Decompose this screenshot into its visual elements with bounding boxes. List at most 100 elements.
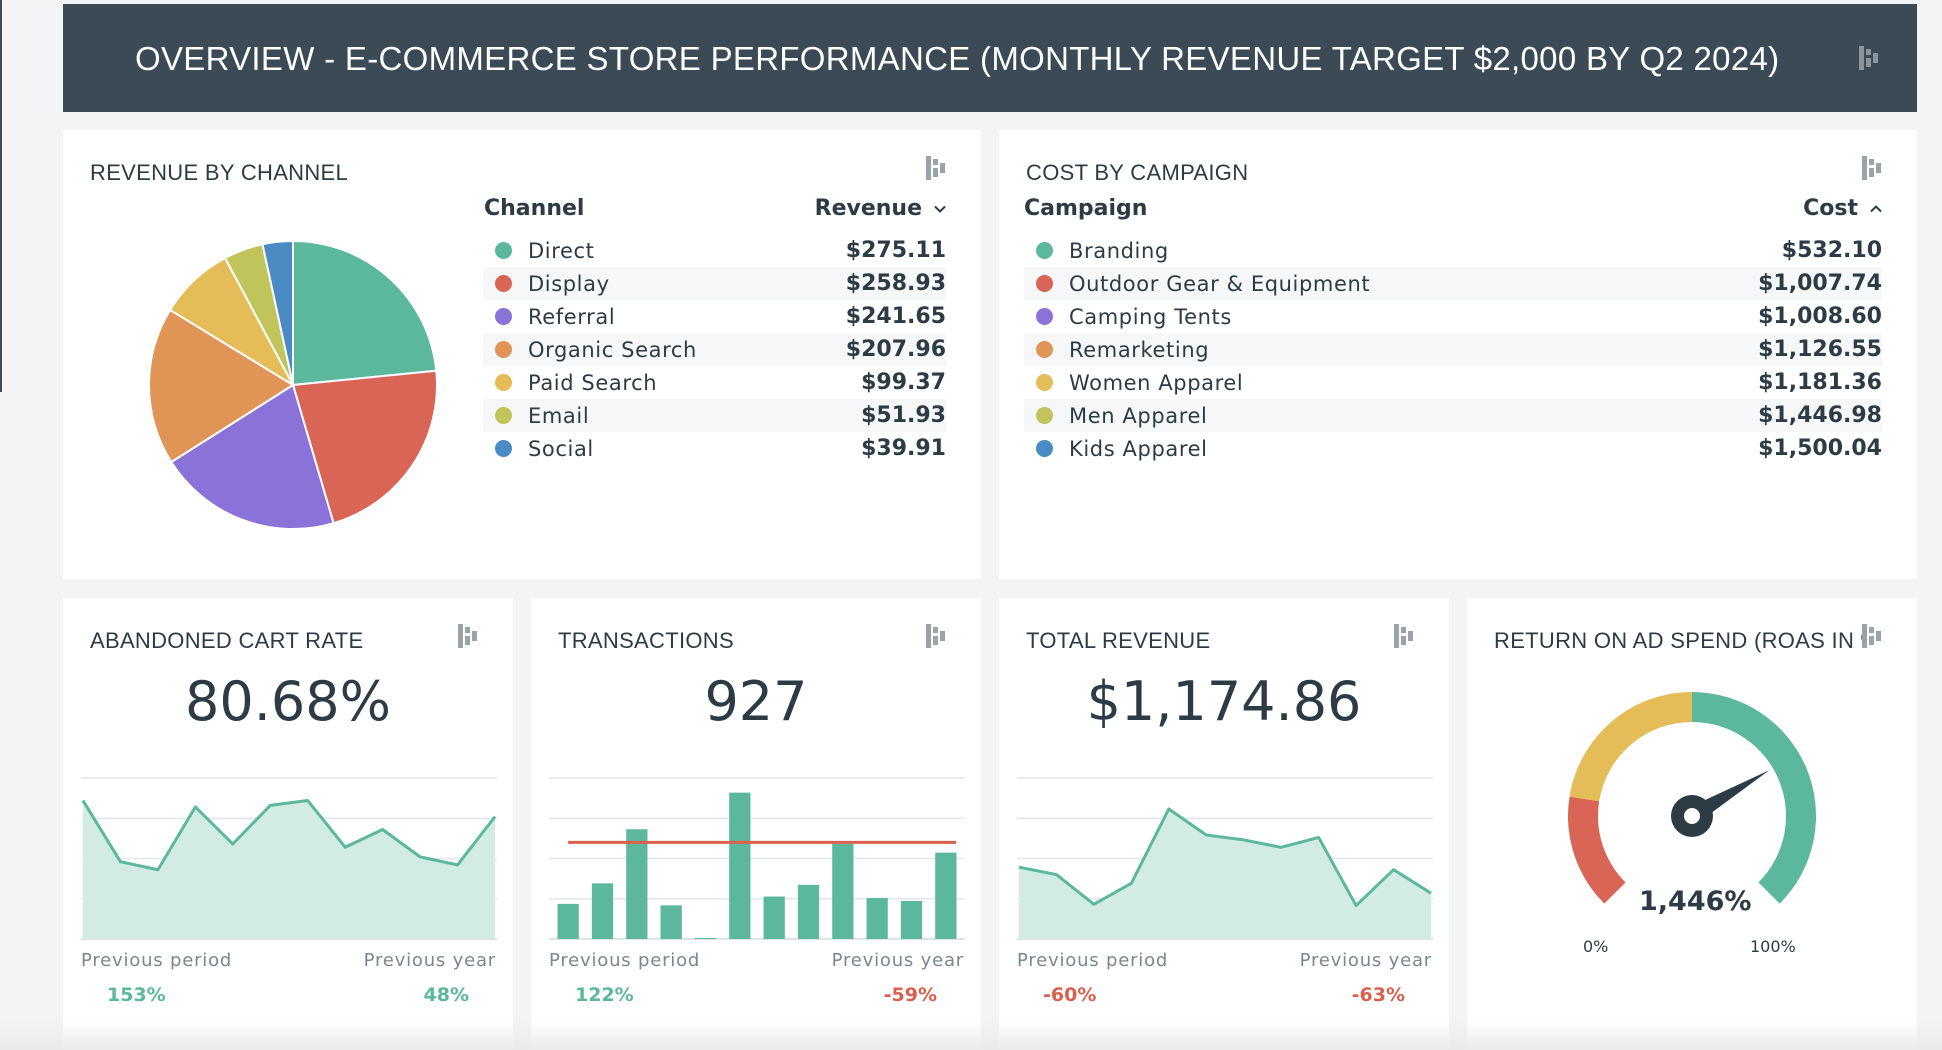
gauge-hub-center [1684,808,1700,824]
table-row[interactable]: Display $258.93 [483,267,946,300]
row-value: $51.93 [861,403,946,428]
gauge-band-1 [1568,796,1626,904]
row-label: Email [528,403,590,428]
table-row[interactable]: Remarketing $1,126.55 [1024,333,1882,366]
area-fill [83,800,495,939]
column-header-campaign[interactable]: Campaign [1024,196,1148,221]
row-label: Display [528,271,610,296]
previous-period-label: Previous period [1017,950,1169,971]
row-label: Direct [528,238,595,263]
widget-menu-icon[interactable] [926,156,946,180]
table-row[interactable]: Referral $241.65 [483,300,946,333]
previous-year-label: Previous year [831,950,964,971]
dashboard-logo-icon[interactable] [1859,46,1879,70]
table-row[interactable]: Organic Search $207.96 [483,333,946,366]
row-label: Women Apparel [1069,370,1244,395]
row-label: Outdoor Gear & Equipment [1069,271,1371,296]
row-label: Social [528,436,594,461]
roas-card: RETURN ON AD SPEND (ROAS IN %) 1,446% 0%… [1467,598,1917,1050]
series-line [1018,807,1432,908]
row-label: Camping Tents [1069,304,1232,329]
legend-dot [1036,308,1053,325]
transactions-bar-chart [549,777,965,940]
bar-12 [935,852,957,939]
total-revenue-sparkline [1017,777,1433,940]
previous-year-label: Previous year [363,950,496,971]
table-row[interactable]: Kids Apparel $1,500.04 [1024,432,1882,465]
chevron-up-icon [1870,203,1882,215]
row-value: $1,008.60 [1758,304,1882,329]
dashboard-header: OVERVIEW - E-COMMERCE STORE PERFORMANCE … [63,4,1917,112]
previous-year-change: -59% [883,984,937,1006]
bar-7 [763,896,785,939]
column-header-cost[interactable]: Cost [1803,196,1882,221]
previous-period-label: Previous period [549,950,701,971]
legend-dot [1036,440,1053,457]
chevron-down-icon [934,203,946,215]
row-value: $99.37 [861,370,946,395]
widget-menu-icon[interactable] [1862,624,1882,648]
channel-table: Direct $275.11 Display $258.93 Referral $241.… [483,234,946,465]
column-header-channel[interactable]: Channel [484,196,585,221]
card-title: REVENUE BY CHANNEL [90,160,349,185]
legend-dot [495,242,512,259]
widget-menu-icon[interactable] [458,624,478,648]
table-row[interactable]: Email $51.93 [483,399,946,432]
row-value: $1,446.98 [1758,403,1882,428]
widget-menu-icon[interactable] [926,624,946,648]
table-row[interactable]: Social $39.91 [483,432,946,465]
legend-dot [495,407,512,424]
abandoned-cart-sparkline [81,777,497,940]
pie-slice-direct [292,239,438,387]
previous-period-change: 122% [575,984,634,1006]
column-header-revenue-label: Revenue [814,196,922,221]
previous-year-change: -63% [1351,984,1405,1006]
table-row[interactable]: Outdoor Gear & Equipment $1,007.74 [1024,267,1882,300]
table-row[interactable]: Direct $275.11 [483,234,946,267]
table-row[interactable]: Men Apparel $1,446.98 [1024,399,1882,432]
bar-2 [591,883,614,939]
bottom-fade [0,1020,1942,1050]
table-row[interactable]: Branding $532.10 [1024,234,1882,267]
card-title: RETURN ON AD SPEND (ROAS IN %) [1494,628,1864,653]
row-value: $1,181.36 [1758,370,1882,395]
row-label: Referral [528,304,616,329]
card-title: COST BY CAMPAIGN [1026,160,1249,185]
bar-8 [797,884,820,939]
row-value: $1,007.74 [1758,271,1882,296]
bar-6 [729,792,751,939]
row-value: $258.93 [845,271,946,296]
legend-dot [1036,275,1053,292]
series-line [81,799,497,872]
pie-slice-social [261,239,294,386]
legend-dot [495,275,512,292]
previous-period-label: Previous period [81,950,233,971]
widget-menu-icon[interactable] [1862,156,1882,180]
bar-9 [832,843,854,939]
kpi-value: 927 [704,670,808,733]
bar-10 [866,898,888,939]
table-row[interactable]: Women Apparel $1,181.36 [1024,366,1882,399]
column-header-revenue[interactable]: Revenue [815,196,946,221]
previous-period-change: -60% [1043,984,1097,1006]
previous-period-change: 153% [107,984,166,1006]
table-row[interactable]: Paid Search $99.37 [483,366,946,399]
bar-3 [626,829,648,939]
row-label: Branding [1069,238,1169,263]
revenue-by-channel-card: REVENUE BY CHANNEL Channel Revenue Direc… [63,130,981,579]
row-value: $1,126.55 [1758,337,1882,362]
kpi-value: $1,174.86 [1086,670,1362,733]
previous-year-change: 48% [423,984,469,1006]
pie-slice-referral [169,383,335,530]
row-label: Kids Apparel [1069,436,1208,461]
row-label: Men Apparel [1069,403,1208,428]
card-title: ABANDONED CART RATE [90,628,364,653]
widget-menu-icon[interactable] [1394,624,1414,648]
bar-5 [694,938,717,939]
legend-dot [1036,407,1053,424]
table-row[interactable]: Camping Tents $1,008.60 [1024,300,1882,333]
legend-dot [1036,242,1053,259]
row-value: $1,500.04 [1758,436,1882,461]
transactions-card: TRANSACTIONS 927 Previous period Previou… [531,598,981,1050]
legend-dot [1036,341,1053,358]
